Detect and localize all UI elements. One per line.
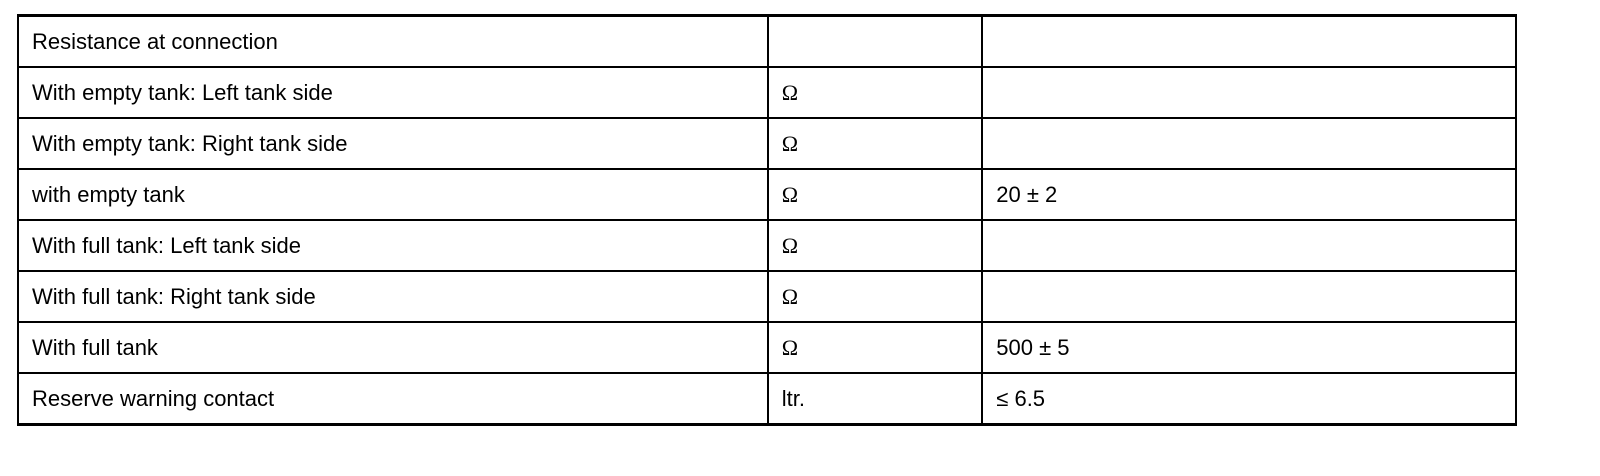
row-value: 20 ± 2: [981, 168, 1517, 221]
specification-table: Resistance at connection With empty tank…: [17, 14, 1517, 426]
row-label: With full tank: [17, 321, 769, 374]
table-row: With empty tank: Right tank side Ω: [17, 117, 1517, 170]
row-value: [981, 14, 1517, 68]
table-row: with empty tank Ω 20 ± 2: [17, 168, 1517, 221]
row-unit: Ω: [766, 66, 984, 119]
table-row: With empty tank: Left tank side Ω: [17, 66, 1517, 119]
row-label: with empty tank: [17, 168, 769, 221]
row-value: ≤ 6.5: [981, 372, 1517, 426]
row-label: With empty tank: Right tank side: [17, 117, 769, 170]
row-unit: [766, 14, 984, 68]
row-label: With full tank: Right tank side: [17, 270, 769, 323]
row-value: [981, 66, 1517, 119]
row-unit: Ω: [766, 117, 984, 170]
row-unit: Ω: [766, 168, 984, 221]
row-label: With full tank: Left tank side: [17, 219, 769, 272]
row-unit: Ω: [766, 321, 984, 374]
row-label: Resistance at connection: [17, 14, 769, 68]
table-row: With full tank Ω 500 ± 5: [17, 321, 1517, 374]
row-value: 500 ± 5: [981, 321, 1517, 374]
table-row: With full tank: Left tank side Ω: [17, 219, 1517, 272]
row-unit: Ω: [766, 270, 984, 323]
table-row: Reserve warning contact ltr. ≤ 6.5: [17, 372, 1517, 426]
row-unit: Ω: [766, 219, 984, 272]
row-value: [981, 117, 1517, 170]
row-unit: ltr.: [766, 372, 984, 426]
row-value: [981, 270, 1517, 323]
table-row: Resistance at connection: [17, 14, 1517, 68]
row-label: With empty tank: Left tank side: [17, 66, 769, 119]
table-row: With full tank: Right tank side Ω: [17, 270, 1517, 323]
row-label: Reserve warning contact: [17, 372, 769, 426]
row-value: [981, 219, 1517, 272]
